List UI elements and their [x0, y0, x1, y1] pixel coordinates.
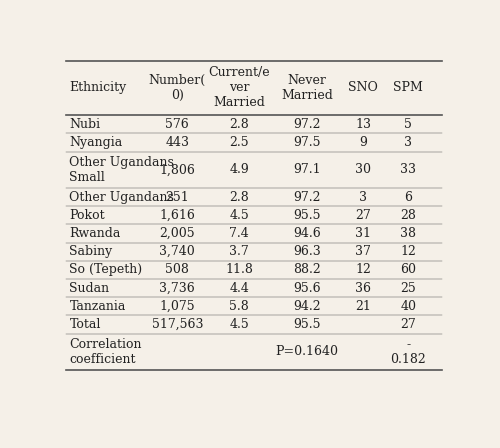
Text: Pokot: Pokot [70, 209, 105, 222]
Text: 2.5: 2.5 [230, 136, 249, 149]
Text: 38: 38 [400, 227, 416, 240]
Text: 2.8: 2.8 [230, 118, 249, 131]
Text: 517,563: 517,563 [152, 318, 203, 331]
Text: 88.2: 88.2 [293, 263, 321, 276]
Text: SNO: SNO [348, 82, 378, 95]
Text: 3.7: 3.7 [230, 245, 249, 258]
Text: 97.2: 97.2 [293, 118, 320, 131]
Text: 11.8: 11.8 [226, 263, 253, 276]
Text: P=0.1640: P=0.1640 [276, 345, 338, 358]
Text: Current/e
ver
Married: Current/e ver Married [208, 66, 270, 109]
Text: 97.5: 97.5 [293, 136, 320, 149]
Text: 3,736: 3,736 [160, 282, 195, 295]
Text: -
0.182: - 0.182 [390, 338, 426, 366]
Text: 97.2: 97.2 [293, 191, 320, 204]
Text: 2.8: 2.8 [230, 191, 249, 204]
Text: Nubi: Nubi [70, 118, 100, 131]
Text: 31: 31 [356, 227, 372, 240]
Text: Sudan: Sudan [70, 282, 110, 295]
Text: 94.2: 94.2 [293, 300, 320, 313]
Text: 1,616: 1,616 [160, 209, 195, 222]
Text: 7.4: 7.4 [230, 227, 249, 240]
Text: 27: 27 [356, 209, 371, 222]
Text: 95.5: 95.5 [293, 209, 320, 222]
Text: Never
Married: Never Married [281, 74, 333, 102]
Text: 27: 27 [400, 318, 416, 331]
Text: Ethnicity: Ethnicity [70, 82, 126, 95]
Text: Number(
0): Number( 0) [148, 74, 206, 102]
Text: 2,005: 2,005 [160, 227, 195, 240]
Text: 3: 3 [360, 191, 368, 204]
Text: 3: 3 [404, 136, 412, 149]
Text: 4.5: 4.5 [230, 209, 249, 222]
Text: 30: 30 [356, 164, 372, 177]
Text: 443: 443 [166, 136, 190, 149]
Text: 97.1: 97.1 [293, 164, 320, 177]
Text: Other Ugandans: Other Ugandans [70, 191, 174, 204]
Text: SPM: SPM [394, 82, 424, 95]
Text: 25: 25 [400, 282, 416, 295]
Text: 96.3: 96.3 [293, 245, 321, 258]
Text: 4.5: 4.5 [230, 318, 249, 331]
Text: 508: 508 [166, 263, 189, 276]
Text: So (Tepeth): So (Tepeth) [70, 263, 142, 276]
Text: 94.6: 94.6 [293, 227, 321, 240]
Text: Other Ugandans
Small: Other Ugandans Small [70, 156, 174, 184]
Text: Tanzania: Tanzania [70, 300, 126, 313]
Text: 60: 60 [400, 263, 416, 276]
Text: Rwanda: Rwanda [70, 227, 121, 240]
Text: 1,806: 1,806 [160, 164, 195, 177]
Text: 5: 5 [404, 118, 412, 131]
Text: Correlation
coefficient: Correlation coefficient [70, 338, 142, 366]
Text: Sabiny: Sabiny [70, 245, 112, 258]
Text: 4.4: 4.4 [230, 282, 249, 295]
Text: 95.6: 95.6 [293, 282, 320, 295]
Text: 576: 576 [166, 118, 189, 131]
Text: 40: 40 [400, 300, 416, 313]
Text: 36: 36 [356, 282, 372, 295]
Text: 28: 28 [400, 209, 416, 222]
Text: 95.5: 95.5 [293, 318, 320, 331]
Text: 3,740: 3,740 [160, 245, 195, 258]
Text: Nyangia: Nyangia [70, 136, 122, 149]
Text: 33: 33 [400, 164, 416, 177]
Text: 1,075: 1,075 [160, 300, 195, 313]
Text: 9: 9 [360, 136, 368, 149]
Text: 13: 13 [356, 118, 372, 131]
Text: 4.9: 4.9 [230, 164, 249, 177]
Text: 37: 37 [356, 245, 372, 258]
Text: 12: 12 [356, 263, 372, 276]
Text: 5.8: 5.8 [230, 300, 249, 313]
Text: 251: 251 [166, 191, 189, 204]
Text: 6: 6 [404, 191, 412, 204]
Text: 12: 12 [400, 245, 416, 258]
Text: 21: 21 [356, 300, 372, 313]
Text: Total: Total [70, 318, 101, 331]
